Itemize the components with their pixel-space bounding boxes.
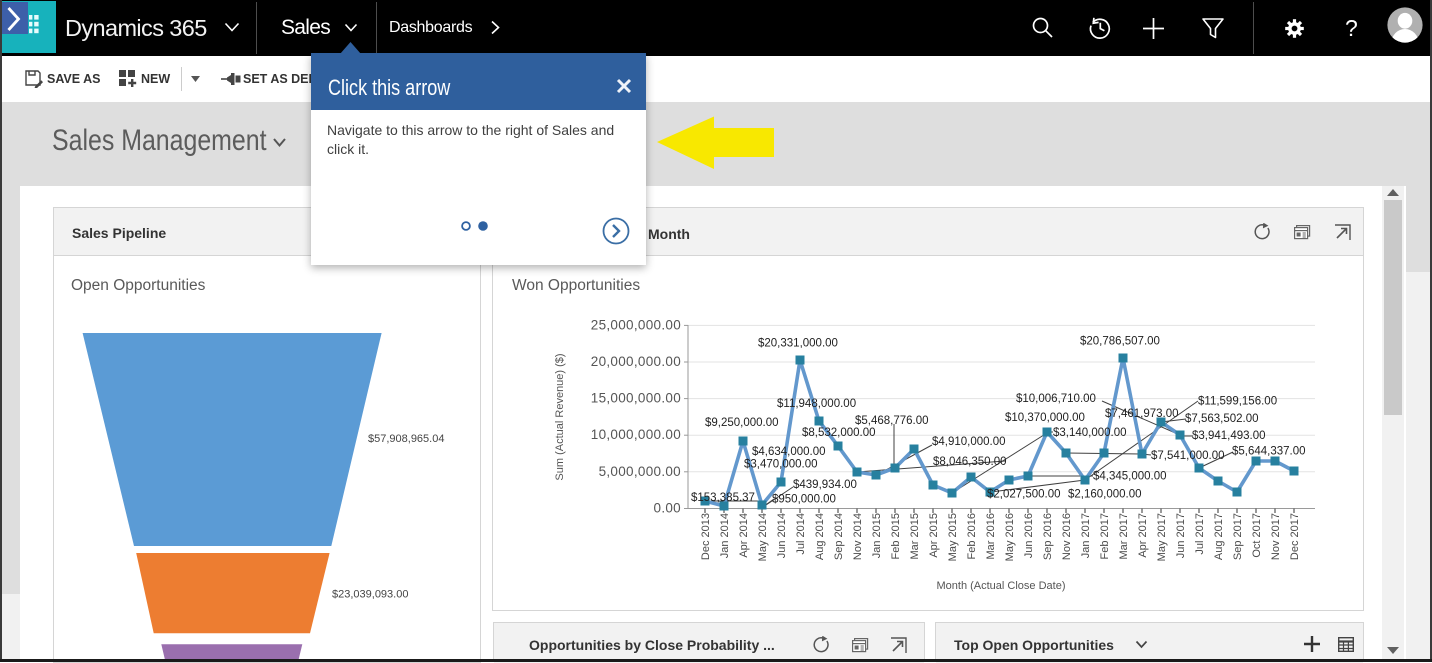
svg-text:$3,470,000.00: $3,470,000.00 [744,459,818,471]
svg-text:Aug 2014: Aug 2014 [814,513,826,560]
svg-text:Month (Actual Close Date): Month (Actual Close Date) [937,580,1066,592]
svg-text:Dec 2013: Dec 2013 [700,513,712,560]
svg-text:$7,563,502.00: $7,563,502.00 [1185,413,1259,425]
svg-text:Jan 2015: Jan 2015 [871,513,883,558]
svg-text:$4,910,000.00: $4,910,000.00 [932,436,1006,448]
svg-text:15,000,000.00: 15,000,000.00 [591,391,681,406]
svg-text:$20,331,000.00: $20,331,000.00 [758,338,838,350]
svg-text:$10,370,000.00: $10,370,000.00 [1005,412,1085,424]
svg-text:May 2016: May 2016 [1004,513,1016,561]
svg-text:$8,046,350.00: $8,046,350.00 [933,456,1007,468]
svg-text:Sep 2016: Sep 2016 [1042,513,1054,560]
svg-text:May 2017: May 2017 [1156,513,1168,561]
svg-text:Apr 2017: Apr 2017 [1137,513,1149,558]
svg-text:$153,385.37: $153,385.37 [691,492,755,504]
svg-text:$57,908,965.04: $57,908,965.04 [368,433,444,445]
svg-text:Mar 2017: Mar 2017 [1118,513,1130,559]
svg-text:Jun 2016: Jun 2016 [1023,513,1035,558]
svg-text:25,000,000.00: 25,000,000.00 [591,317,681,332]
svg-text:Feb 2015: Feb 2015 [890,513,902,559]
svg-text:$11,599,156.00: $11,599,156.00 [1198,396,1277,408]
svg-text:Oct 2017: Oct 2017 [1251,513,1263,558]
svg-text:May 2014: May 2014 [757,513,769,561]
svg-text:$2,027,500.00: $2,027,500.00 [987,489,1061,501]
svg-text:$8,532,000.00: $8,532,000.00 [802,427,876,439]
svg-text:Mar 2016: Mar 2016 [985,513,997,559]
svg-text:Jun 2014: Jun 2014 [776,513,788,558]
svg-text:$4,345,000.00: $4,345,000.00 [1093,471,1167,483]
svg-text:Jul 2014: Jul 2014 [795,513,807,555]
svg-text:$950,000.00: $950,000.00 [772,494,836,506]
svg-text:Sep 2017: Sep 2017 [1232,513,1244,560]
svg-text:May 2015: May 2015 [947,513,959,561]
svg-text:10,000,000.00: 10,000,000.00 [591,427,681,442]
svg-text:$23,039,093.00: $23,039,093.00 [332,589,408,601]
svg-text:$11,948,000.00: $11,948,000.00 [777,398,856,410]
svg-text:$10,006,710.00: $10,006,710.00 [1016,393,1096,405]
svg-text:Nov 2014: Nov 2014 [852,513,864,560]
svg-text:Mar 2015: Mar 2015 [909,513,921,559]
svg-text:Jan 2014: Jan 2014 [719,513,731,558]
svg-text:Jul 2017: Jul 2017 [1194,513,1206,555]
svg-text:$7,461,973.00: $7,461,973.00 [1105,408,1179,420]
svg-text:$5,468,776.00: $5,468,776.00 [855,415,929,427]
svg-text:Jun 2017: Jun 2017 [1175,513,1187,558]
svg-text:Feb 2016: Feb 2016 [966,513,978,559]
svg-text:$3,140,000.00: $3,140,000.00 [1053,427,1127,439]
svg-text:Sum (Actual Revenue) ($): Sum (Actual Revenue) ($) [554,353,566,480]
svg-text:Feb 2017: Feb 2017 [1099,513,1111,559]
svg-text:0.00: 0.00 [654,501,681,516]
svg-text:$5,644,337.00: $5,644,337.00 [1232,446,1306,458]
svg-text:5,000,000.00: 5,000,000.00 [599,464,681,479]
svg-text:Dec 2017: Dec 2017 [1289,513,1301,560]
svg-text:Aug 2017: Aug 2017 [1213,513,1225,560]
svg-text:$7,541,000.00: $7,541,000.00 [1151,450,1225,462]
svg-text:Jan 2017: Jan 2017 [1080,513,1092,558]
svg-text:$20,786,507.00: $20,786,507.00 [1080,336,1160,348]
svg-text:$9,250,000.00: $9,250,000.00 [705,417,779,429]
svg-text:20,000,000.00: 20,000,000.00 [591,354,681,369]
svg-text:Apr 2014: Apr 2014 [738,513,750,558]
svg-text:Nov 2016: Nov 2016 [1061,513,1073,560]
svg-text:Sep 2014: Sep 2014 [833,513,845,560]
svg-text:$4,634,000.00: $4,634,000.00 [752,446,826,458]
svg-text:Nov 2017: Nov 2017 [1270,513,1282,560]
svg-text:$3,941,493.00: $3,941,493.00 [1192,430,1266,442]
svg-text:$2,160,000.00: $2,160,000.00 [1068,489,1142,501]
svg-text:Apr 2015: Apr 2015 [928,513,940,558]
svg-text:$439,934.00: $439,934.00 [793,479,857,491]
